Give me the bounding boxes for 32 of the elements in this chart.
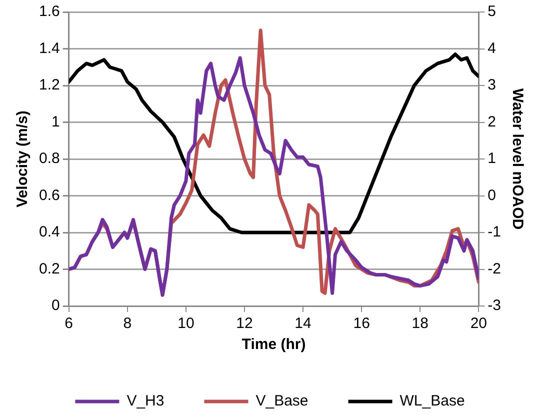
y-tick-label: 0.8 xyxy=(38,150,60,168)
y2-tick-label: -1 xyxy=(488,224,502,241)
x-tick-label: 20 xyxy=(470,315,488,332)
y-tick-label: 0 xyxy=(52,297,60,314)
y-tick-label: 0.4 xyxy=(38,224,60,241)
y-tick-label: 1.2 xyxy=(38,76,60,94)
legend-label: V_H3 xyxy=(126,392,164,410)
y-axis-title: Velocity (m/s) xyxy=(14,110,32,208)
y2-tick-label: 4 xyxy=(488,40,496,57)
y-tick-label: 1 xyxy=(52,113,60,130)
x-tick-label: 16 xyxy=(353,315,370,332)
y2-tick-label: 2 xyxy=(488,113,496,130)
y2-tick-label: -3 xyxy=(488,297,502,314)
x-tick-label: 8 xyxy=(123,315,132,332)
y-tick-label: 0.6 xyxy=(38,186,60,204)
x-tick-label: 18 xyxy=(412,315,428,332)
x-tick-label: 6 xyxy=(64,315,74,332)
y-tick-label: 1.6 xyxy=(38,3,60,20)
x-tick-label: 14 xyxy=(294,315,312,332)
y-tick-label: 1.4 xyxy=(38,40,60,57)
x-axis-title: Time (hr) xyxy=(242,336,306,354)
legend-label: V_Base xyxy=(256,392,308,410)
legend-label: WL_Base xyxy=(400,392,465,410)
y2-tick-label: 3 xyxy=(488,76,496,94)
y2-tick-label: -2 xyxy=(488,260,502,278)
y2-tick-label: 1 xyxy=(488,150,496,168)
y-tick-label: 0.2 xyxy=(38,260,60,278)
x-tick-label: 12 xyxy=(236,315,253,332)
x-tick-label: 10 xyxy=(178,315,194,332)
y2-tick-label: 5 xyxy=(488,3,496,20)
y2-axis-title: Water level mOAOD xyxy=(508,88,526,230)
y2-tick-label: 0 xyxy=(488,186,496,204)
